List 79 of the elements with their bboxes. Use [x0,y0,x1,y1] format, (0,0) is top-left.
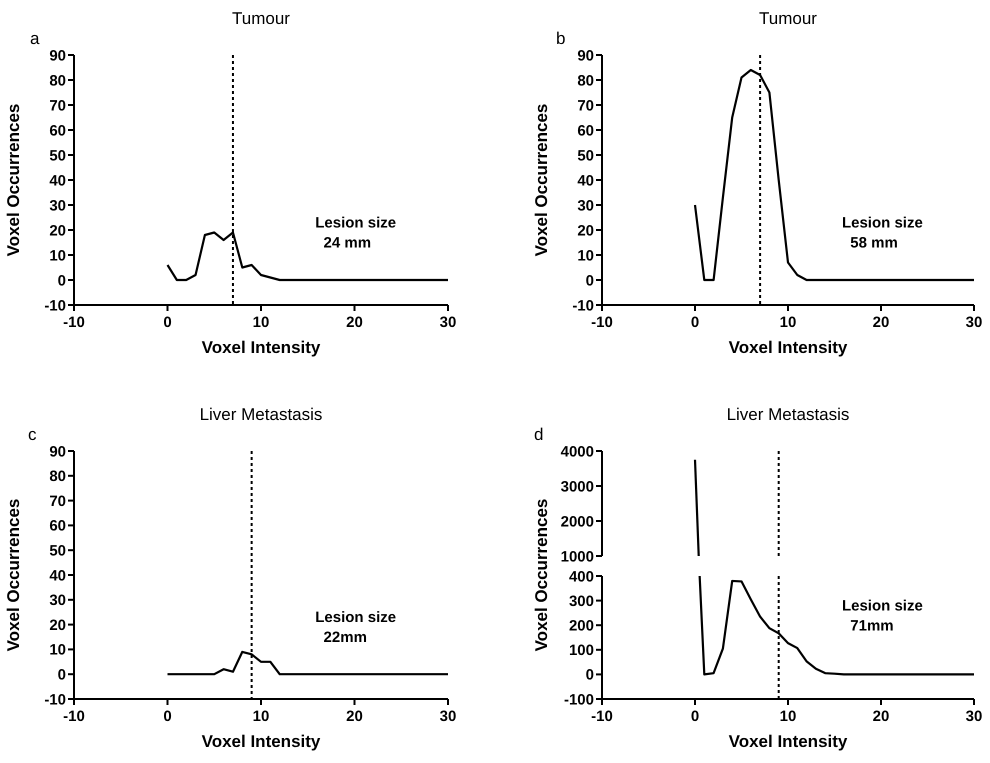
chart-title: Tumour [759,9,818,28]
y-tick-label: 0 [58,272,66,290]
y-tick-label: 50 [577,147,594,164]
text: b [556,29,566,48]
x-axis-title: Voxel Intensity [202,732,321,751]
y-tick-label: 10 [577,247,594,264]
x-tick-label: 0 [163,708,172,725]
x-tick-label: 10 [780,314,796,331]
x-tick-label: 30 [966,314,982,331]
x-axis-title: Voxel Intensity [728,338,848,357]
annotation: Lesion size 24 mm [315,214,396,252]
y-tick-label: 50 [49,542,66,560]
y-tick-label: 30 [49,197,66,214]
y-tick-label: 40 [577,172,594,190]
text: a [30,29,40,48]
x-tick-label: 10 [780,708,796,725]
x-tick-label: 10 [252,708,270,725]
x-axis-title: Voxel Intensity [202,338,321,357]
y-tick-label: 2000 [560,513,594,530]
y-tick-label: 70 [49,492,66,510]
y-tick-label: 400 [568,568,594,586]
x-tick-label: 0 [163,314,172,331]
y-axis-title: Voxel Occurrences [4,104,23,256]
annotation: Lesion size 71mm [842,597,923,634]
x-tick-label: 30 [440,314,456,331]
x-tick-label: 20 [872,314,890,331]
chart-title: Liver Metastasis [726,405,850,424]
y-tick-label: 20 [577,222,594,240]
y-tick-label: 60 [49,518,66,535]
y-tick-label: 10 [49,247,66,264]
y-tick-label: 0 [58,666,66,684]
y-tick-label: 200 [568,617,594,634]
y-tick-label: 80 [49,72,66,90]
y-tick-label: 50 [49,147,66,164]
y-tick-label: -100 [564,691,594,708]
y-tick-label: 80 [577,72,594,90]
text: d [534,425,544,444]
y-tick-label: 0 [586,272,594,290]
text: c [28,425,37,444]
y-axis-title: Voxel Occurrences [4,498,23,652]
x-tick-label: 30 [966,708,982,725]
y-tick-label: 300 [568,592,594,610]
y-tick-label: 30 [577,197,594,214]
chart-title: Liver Metastasis [200,405,322,424]
annotation: Lesion size 58 mm [842,214,923,252]
y-tick-label: 1000 [560,548,594,566]
y-tick-label: 40 [49,172,66,190]
y-tick-label: 20 [49,616,66,634]
annotation: Lesion size 22mm [315,609,396,646]
y-tick-label: 90 [49,47,66,64]
y-axis-title: Voxel Occurrences [532,498,551,652]
y-tick-label: 4000 [560,443,594,460]
x-tick-label: 20 [346,708,363,725]
y-tick-label: 60 [49,122,66,140]
y-tick-label: -10 [572,297,594,314]
y-tick-label: 40 [49,567,66,584]
x-tick-label: 20 [346,314,363,331]
x-tick-label: 30 [440,708,456,725]
y-tick-label: 20 [49,222,66,240]
x-axis-title: Voxel Intensity [728,732,848,751]
y-tick-label: -10 [44,297,66,314]
y-tick-label: 0 [586,666,594,684]
x-tick-label: 20 [872,708,890,725]
y-tick-label: 70 [49,97,66,114]
x-tick-label: 0 [690,314,700,331]
y-tick-label: 3000 [560,478,594,496]
chart-title: Tumour [232,9,290,28]
x-tick-label: 10 [252,314,270,331]
y-tick-label: 70 [577,97,594,114]
y-tick-label: 90 [577,47,594,64]
x-tick-label: 0 [690,708,700,725]
y-tick-label: -10 [44,691,66,708]
y-tick-label: 80 [49,468,66,486]
y-axis-title: Voxel Occurrences [532,104,551,256]
y-tick-label: 60 [577,122,594,140]
y-tick-label: 10 [49,642,66,659]
y-tick-label: 90 [49,443,66,460]
y-tick-label: 100 [568,642,594,660]
y-tick-label: 30 [49,592,66,610]
